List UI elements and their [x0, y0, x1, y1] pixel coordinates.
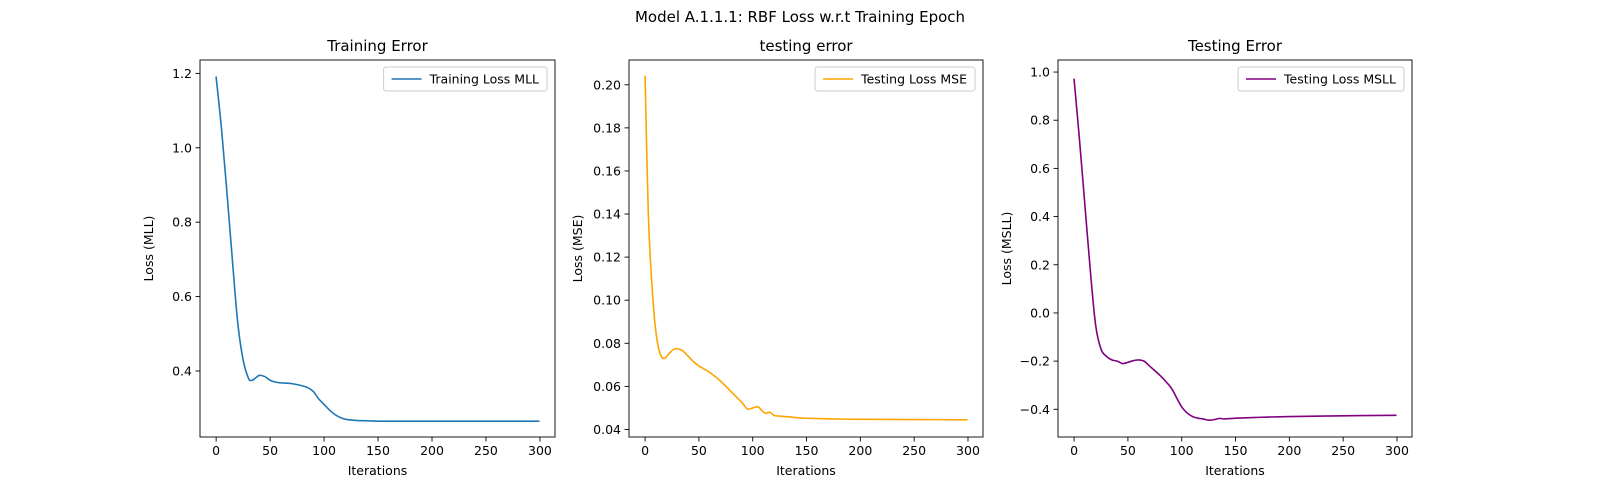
x-tick-label: 200: [1277, 443, 1301, 458]
legend: Training Loss MLL: [383, 66, 548, 92]
x-tick-label: 300: [956, 443, 980, 458]
chart-panel-2: testing error 0 50 100 150 200 250 300 0.04 0.06 0…: [570, 37, 984, 478]
x-tick-label: 0: [641, 443, 649, 458]
x-tick-label: 50: [262, 443, 278, 458]
y-tick-label: 0.20: [593, 77, 621, 92]
legend: Testing Loss MSLL: [1237, 66, 1405, 92]
x-tick-label: 50: [1120, 443, 1136, 458]
x-axis-label: Iterations: [776, 463, 836, 478]
chart-title: Testing Error: [1187, 37, 1283, 55]
y-tick-label: 0.8: [1030, 113, 1050, 128]
y-tick-label: 0.2: [1030, 257, 1050, 272]
chart-panel-3: Testing Error 0 50 100 150 200 250 300 −0.4 −0.2 0…: [999, 37, 1413, 478]
x-tick-label: 300: [1385, 443, 1409, 458]
axes-frame: [199, 59, 556, 438]
y-tick-label: 0.4: [172, 363, 192, 378]
y-tick-label: 0.14: [593, 207, 621, 222]
x-axis-label: Iterations: [1205, 463, 1265, 478]
x-tick-label: 100: [1170, 443, 1194, 458]
axes-frame: [628, 59, 984, 438]
series-line-testing-loss-mse: [644, 75, 968, 421]
chart-panel-1: Training Error 0 50 100 150 200 250 300 0.4 0.6 0.…: [141, 37, 556, 478]
y-tick-label: 0.08: [593, 336, 621, 351]
figure-suptitle: Model A.1.1.1: RBF Loss w.r.t Training E…: [635, 8, 965, 26]
x-tick-label: 0: [1070, 443, 1078, 458]
x-tick-label: 100: [312, 443, 336, 458]
y-tick-label: 0.10: [593, 293, 621, 308]
y-tick-label: 0.04: [593, 422, 621, 437]
legend: Testing Loss MSE: [814, 66, 976, 92]
axes-frame: [1057, 59, 1413, 438]
x-tick-label: 250: [474, 443, 498, 458]
y-tick-label: −0.2: [1020, 354, 1050, 369]
x-tick-label: 150: [366, 443, 390, 458]
legend-box: [814, 66, 976, 92]
series-line-testing-loss-msll: [1073, 78, 1397, 421]
x-tick-label: 300: [528, 443, 552, 458]
series-line-training-loss-mll: [215, 76, 540, 423]
legend-box: [1237, 66, 1405, 92]
x-tick-label: 250: [902, 443, 926, 458]
x-tick-label: 150: [795, 443, 819, 458]
x-axis-label: Iterations: [348, 463, 408, 478]
x-tick-label: 50: [691, 443, 707, 458]
x-tick-label: 200: [848, 443, 872, 458]
y-axis-label: Loss (MSLL): [999, 212, 1014, 286]
y-tick-label: 0.8: [172, 215, 192, 230]
y-axis-label: Loss (MLL): [141, 216, 156, 282]
legend-label: Training Loss MLL: [429, 72, 539, 87]
x-tick-label: 0: [212, 443, 220, 458]
legend-label: Testing Loss MSE: [860, 72, 967, 87]
legend-box: [383, 66, 548, 92]
x-tick-label: 150: [1224, 443, 1248, 458]
y-tick-label: 0.12: [593, 250, 621, 265]
y-tick-label: 0.6: [172, 289, 192, 304]
chart-title: Training Error: [326, 37, 428, 55]
x-tick-label: 100: [741, 443, 765, 458]
y-axis-label: Loss (MSE): [570, 215, 585, 283]
x-tick-label: 250: [1331, 443, 1355, 458]
chart-title: testing error: [759, 37, 853, 55]
x-tick-label: 200: [420, 443, 444, 458]
y-tick-label: 0.16: [593, 163, 621, 178]
y-tick-label: 0.0: [1030, 305, 1050, 320]
legend-label: Testing Loss MSLL: [1283, 72, 1396, 87]
y-tick-label: 0.18: [593, 120, 621, 135]
y-tick-label: 0.06: [593, 379, 621, 394]
y-tick-label: 1.0: [1030, 65, 1050, 80]
y-tick-label: 0.4: [1030, 209, 1050, 224]
y-tick-label: 0.6: [1030, 161, 1050, 176]
y-tick-label: 1.2: [172, 66, 192, 81]
y-tick-label: −0.4: [1020, 402, 1050, 417]
y-tick-label: 1.0: [172, 140, 192, 155]
